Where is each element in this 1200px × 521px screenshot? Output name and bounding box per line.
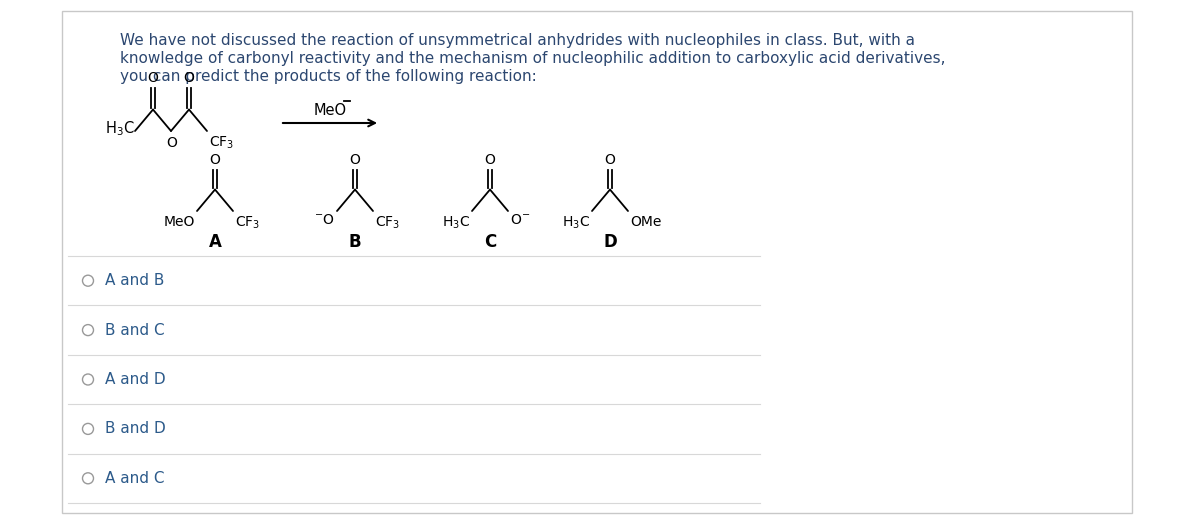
Text: CF$_3$: CF$_3$ (374, 215, 400, 231)
Text: OMe: OMe (630, 215, 661, 229)
Text: B and C: B and C (106, 322, 164, 338)
Text: you can predict the products of the following reaction:: you can predict the products of the foll… (120, 69, 536, 84)
FancyBboxPatch shape (62, 11, 1132, 513)
Text: MeO: MeO (313, 103, 347, 118)
Text: CF$_3$: CF$_3$ (235, 215, 260, 231)
Text: H$_3$C: H$_3$C (442, 215, 470, 231)
Text: O: O (605, 153, 616, 167)
Text: MeO: MeO (163, 215, 196, 229)
Text: $^{-}$O: $^{-}$O (314, 213, 335, 227)
Text: knowledge of carbonyl reactivity and the mechanism of nucleophilic addition to c: knowledge of carbonyl reactivity and the… (120, 51, 946, 66)
Text: We have not discussed the reaction of unsymmetrical anhydrides with nucleophiles: We have not discussed the reaction of un… (120, 33, 916, 48)
Text: A and C: A and C (106, 471, 164, 486)
Text: C: C (484, 233, 496, 251)
Text: O$^{-}$: O$^{-}$ (510, 213, 530, 227)
Text: H$_3$C: H$_3$C (562, 215, 590, 231)
Text: O: O (210, 153, 221, 167)
Text: A: A (209, 233, 222, 251)
Text: D: D (604, 233, 617, 251)
Text: A and B: A and B (106, 273, 164, 288)
Text: CF$_3$: CF$_3$ (209, 135, 234, 152)
Text: O: O (167, 136, 178, 150)
Text: B: B (349, 233, 361, 251)
Text: O: O (349, 153, 360, 167)
Text: A and D: A and D (106, 372, 166, 387)
Text: O: O (148, 70, 158, 84)
Text: O: O (485, 153, 496, 167)
Text: H$_3$C: H$_3$C (106, 120, 134, 139)
Text: O: O (184, 70, 194, 84)
Text: B and D: B and D (106, 421, 166, 437)
